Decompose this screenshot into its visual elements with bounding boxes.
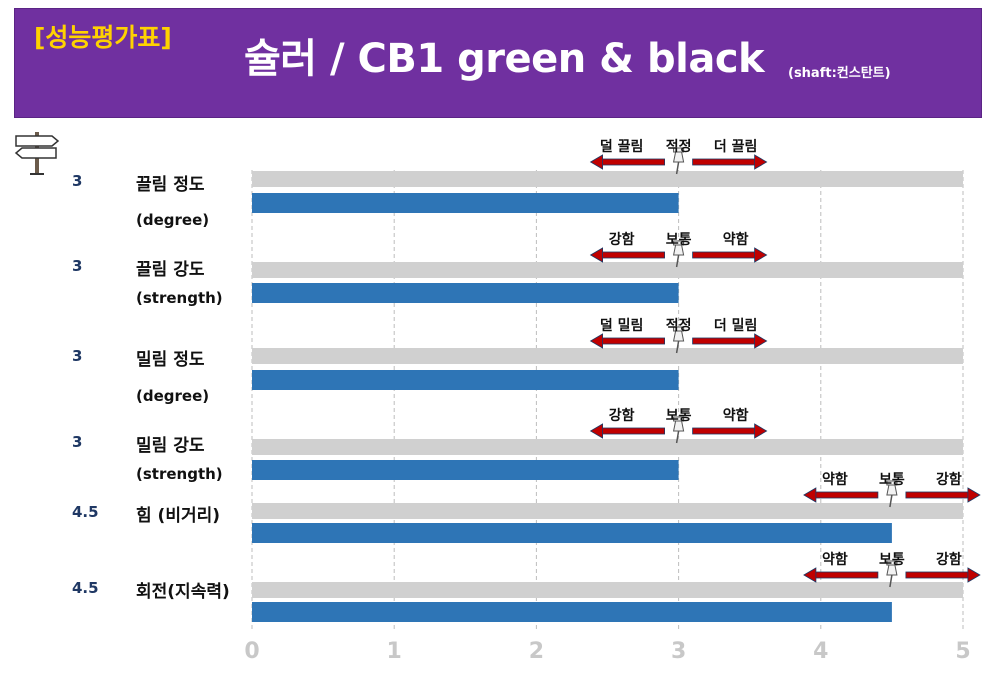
right-arrow-head — [754, 333, 768, 349]
scale-mid-label: 보통 — [879, 552, 905, 568]
row-label: 밀림 강도 — [136, 435, 205, 456]
page-title: 슐러 / CB1 green & black — [244, 36, 765, 82]
scale-mid-label: 적정 — [666, 138, 692, 155]
scale-left-label: 덜 밀림 — [600, 318, 644, 334]
value-bar — [252, 370, 679, 390]
right-arrow-head — [754, 423, 768, 439]
x-tick-label: 2 — [529, 639, 544, 664]
left-arrow — [600, 337, 665, 345]
right-arrow — [692, 427, 757, 435]
row-6: 4.5 회전(지속력) 약함 보통 강함 — [72, 551, 981, 622]
left-arrow — [600, 158, 665, 166]
rows-layer: 3 끌림 정도(degree)덜 끌림 적정 더 끌림3 끌림 강도(strength)… — [72, 138, 981, 622]
header-banner — [14, 8, 982, 118]
row-sublabel: (strength) — [136, 465, 223, 483]
left-arrow-head — [589, 247, 603, 263]
row-label: 끌림 정도 — [136, 175, 205, 195]
value-bar — [252, 460, 679, 480]
row-1: 3 끌림 정도 (degree) 덜 끌림 적정 더 끌림 — [72, 138, 963, 229]
scale-track — [252, 439, 963, 455]
row-value-label: 3 — [72, 347, 82, 365]
right-arrow-head — [754, 154, 768, 170]
row-value-label: 4.5 — [72, 503, 99, 521]
scale-left-label: 강함 — [609, 231, 635, 248]
signpost-icon — [14, 132, 60, 175]
grid-layer — [251, 170, 964, 630]
row-2: 3 끌림 강도 (strength) 강함 보통 약함 — [72, 231, 963, 307]
left-arrow — [600, 251, 665, 259]
x-tick-label: 3 — [671, 639, 686, 664]
row-label: 힘 (비거리) — [136, 505, 220, 526]
scale-right-label: 약함 — [723, 231, 749, 248]
scale-mid-label: 적정 — [666, 317, 692, 334]
x-tick-label: 1 — [387, 639, 402, 664]
row-5: 4.5 힘 (비거리) 약함 보통 강함 — [72, 471, 981, 543]
row-label: 회전(지속력) — [136, 582, 230, 602]
evaluation-tag: [성능평가표] — [34, 23, 172, 52]
value-bar — [252, 193, 679, 213]
pushpin-icon — [886, 560, 898, 588]
row-value-label: 4.5 — [72, 579, 99, 597]
row-value-label: 3 — [72, 257, 82, 275]
left-arrow-head — [803, 567, 817, 583]
value-bar — [252, 602, 892, 622]
left-arrow — [813, 491, 879, 499]
scale-track — [252, 171, 963, 187]
right-arrow — [692, 337, 757, 345]
left-arrow-head — [589, 154, 603, 170]
scale-right-label: 약함 — [723, 407, 749, 424]
scale-right-label: 강함 — [936, 471, 962, 488]
right-arrow — [905, 571, 971, 579]
right-arrow-head — [967, 487, 981, 503]
pushpin-icon — [672, 147, 685, 175]
right-arrow-head — [754, 247, 768, 263]
row-value-label: 3 — [72, 433, 82, 451]
x-tick-label: 5 — [955, 639, 970, 664]
row-label: 끌림 강도 — [136, 260, 205, 280]
left-arrow — [600, 427, 665, 435]
row-sublabel: (degree) — [136, 211, 209, 229]
right-arrow — [905, 491, 971, 499]
row-sublabel: (degree) — [136, 387, 209, 405]
scale-mid-label: 보통 — [879, 472, 905, 488]
left-arrow — [813, 571, 879, 579]
scale-right-label: 강함 — [936, 551, 962, 568]
scale-left-label: 덜 끌림 — [600, 139, 644, 155]
scale-right-label: 더 끌림 — [714, 139, 758, 155]
pushpin-icon — [672, 416, 685, 444]
left-arrow-head — [589, 333, 603, 349]
pushpin-icon — [886, 480, 898, 508]
row-sublabel: (strength) — [136, 289, 223, 307]
x-axis-ticks: 0 1 2 3 4 5 — [244, 639, 970, 664]
pushpin-icon — [672, 240, 685, 268]
x-tick-label: 0 — [244, 639, 259, 664]
scale-track — [252, 503, 963, 519]
scale-mid-label: 보통 — [666, 408, 692, 424]
scale-mid-label: 보통 — [666, 232, 692, 248]
left-arrow-head — [803, 487, 817, 503]
scale-track — [252, 262, 963, 278]
scale-left-label: 강함 — [609, 407, 635, 424]
scale-left-label: 약함 — [822, 551, 848, 568]
row-4: 3 밀림 강도 (strength) 강함 보통 약함 — [72, 407, 963, 483]
left-arrow-head — [589, 423, 603, 439]
value-bar — [252, 283, 679, 303]
right-arrow-head — [967, 567, 981, 583]
scale-track — [252, 348, 963, 364]
scale-left-label: 약함 — [822, 471, 848, 488]
row-label: 밀림 정도 — [136, 349, 205, 370]
right-arrow — [692, 158, 757, 166]
row-3: 3 밀림 정도 (degree) 덜 밀림 적정 더 밀림 — [72, 317, 963, 405]
value-bar — [252, 523, 892, 543]
shaft-subtitle: (shaft:컨스탄트) — [788, 66, 891, 81]
right-arrow — [692, 251, 757, 259]
pushpin-icon — [672, 326, 685, 354]
row-value-label: 3 — [72, 172, 82, 190]
x-tick-label: 4 — [813, 639, 828, 664]
scale-track — [252, 582, 963, 598]
scale-right-label: 더 밀림 — [714, 318, 758, 334]
